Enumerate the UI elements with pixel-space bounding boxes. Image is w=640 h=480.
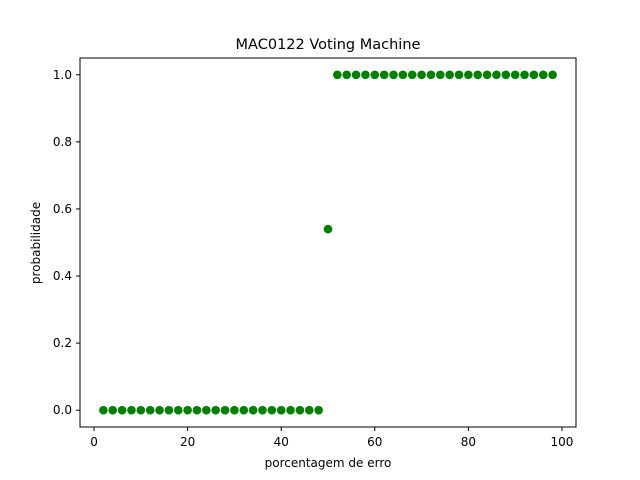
- data-point: [333, 70, 342, 80]
- data-point: [548, 70, 557, 80]
- data-point: [164, 405, 174, 415]
- chart-title: MAC0122 Voting Machine: [236, 37, 421, 53]
- plot-area: [99, 70, 557, 415]
- data-point: [145, 405, 155, 415]
- data-point: [155, 405, 164, 415]
- data-point: [510, 70, 520, 80]
- data-point: [117, 405, 127, 415]
- data-point: [248, 405, 258, 415]
- y-tick-label: 0.2: [53, 336, 72, 350]
- data-point: [230, 405, 239, 415]
- x-axis-label: porcentagem de erro: [265, 456, 392, 470]
- data-point: [445, 70, 454, 80]
- y-tick-label: 0.8: [53, 135, 72, 149]
- data-point: [239, 405, 249, 415]
- data-point: [464, 70, 473, 80]
- data-point: [492, 70, 501, 80]
- data-point: [183, 405, 192, 415]
- data-point: [501, 70, 511, 80]
- data-point: [314, 405, 323, 415]
- data-point: [529, 70, 539, 80]
- data-point: [417, 70, 426, 80]
- data-point: [202, 405, 211, 415]
- data-point: [276, 405, 286, 415]
- data-point: [379, 70, 389, 80]
- y-tick-label: 0.4: [53, 269, 72, 283]
- data-point: [342, 70, 352, 80]
- data-point: [370, 70, 380, 80]
- y-axis-label: probabilidade: [29, 202, 43, 284]
- data-point: [304, 405, 314, 415]
- data-point: [538, 70, 548, 80]
- data-point: [426, 70, 436, 80]
- x-axis: 0 20 40 60 80 100: [90, 427, 573, 449]
- data-point: [520, 70, 529, 80]
- data-point: [482, 70, 492, 80]
- data-point: [258, 405, 267, 415]
- plot-frame: [79, 57, 577, 428]
- data-point: [286, 405, 295, 415]
- x-tick-label: 100: [551, 435, 574, 449]
- y-tick-label: 1.0: [53, 68, 72, 82]
- data-point: [351, 70, 361, 80]
- data-point: [389, 70, 398, 80]
- data-point: [267, 405, 277, 415]
- x-tick-label: 40: [274, 435, 289, 449]
- y-tick-label: 0.0: [53, 403, 72, 417]
- data-point: [99, 405, 108, 415]
- data-point: [173, 405, 183, 415]
- data-point: [361, 70, 370, 80]
- data-point: [136, 405, 146, 415]
- data-point: [436, 70, 445, 80]
- data-point: [323, 224, 333, 234]
- data-point: [295, 405, 305, 415]
- data-point: [211, 405, 220, 415]
- data-point: [407, 70, 417, 80]
- data-point: [127, 405, 136, 415]
- data-point: [220, 405, 230, 415]
- data-point: [398, 70, 408, 80]
- x-tick-label: 60: [367, 435, 382, 449]
- y-tick-label: 0.6: [53, 202, 72, 216]
- x-tick-label: 0: [90, 435, 98, 449]
- y-axis: 0.0 0.2 0.4 0.6 0.8 1.0: [53, 68, 80, 417]
- data-point: [108, 405, 118, 415]
- x-tick-label: 20: [180, 435, 195, 449]
- data-point: [454, 70, 464, 80]
- data-point: [473, 70, 483, 80]
- data-point: [192, 405, 202, 415]
- x-tick-label: 80: [461, 435, 476, 449]
